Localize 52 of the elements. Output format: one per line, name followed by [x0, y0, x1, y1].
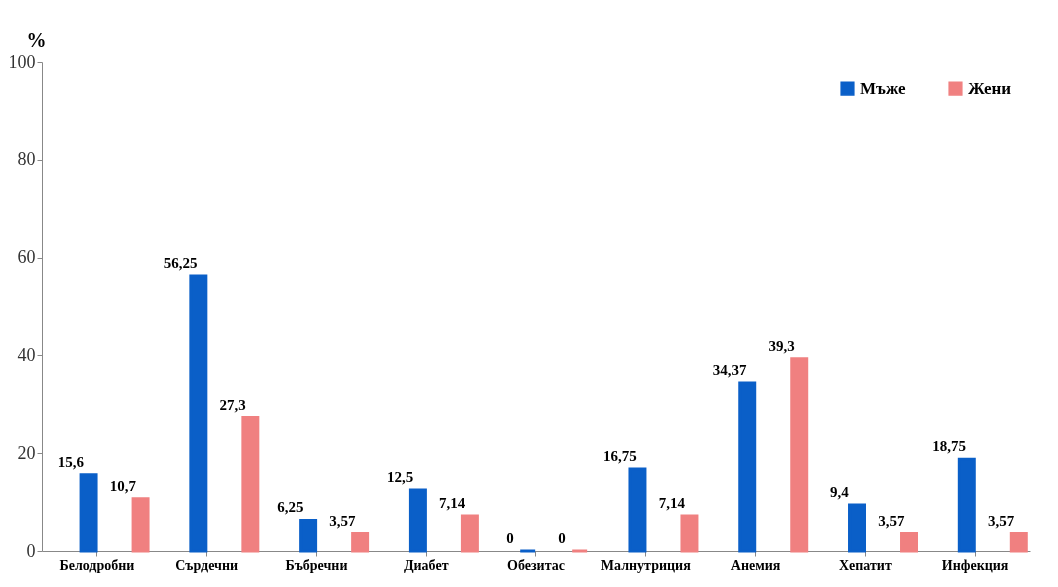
bar [79, 473, 98, 553]
data-label: 0 [558, 530, 566, 546]
bar [408, 488, 427, 553]
y-tick-label: 40 [17, 344, 36, 365]
data-label: 3,57 [329, 512, 357, 529]
data-label: 56,25 [163, 254, 198, 271]
y-tick-label: 60 [17, 247, 36, 268]
bar [241, 416, 260, 553]
bar [680, 514, 699, 553]
data-label: 9,4 [829, 484, 850, 501]
x-tick-label: Белодробни [59, 557, 135, 573]
x-tick-label: Хепатит [838, 557, 892, 573]
legend-label: Мъже [860, 78, 907, 98]
bar [848, 503, 866, 553]
x-tick-label: Инфекция [941, 557, 1009, 573]
bar [299, 518, 318, 553]
bar [790, 357, 809, 553]
data-label: 39,3 [768, 337, 795, 354]
x-tick-label: Сърдечни [175, 557, 239, 573]
data-label: 0 [506, 530, 514, 546]
bar [1009, 532, 1028, 553]
bar [628, 467, 647, 553]
bar [957, 457, 976, 553]
data-label: 16,75 [602, 448, 637, 465]
x-tick-label: Бъбречни [285, 557, 348, 573]
bar [900, 532, 918, 553]
y-tick-label: 20 [17, 442, 36, 463]
bar [460, 514, 479, 553]
y-axis-title: % [26, 28, 47, 51]
data-label: 6,25 [277, 499, 304, 516]
x-tick-label: Малнутриция [600, 557, 692, 573]
data-label: 27,3 [219, 396, 246, 413]
data-label: 34,37 [712, 361, 747, 378]
data-label: 18,75 [932, 438, 966, 455]
bar [738, 381, 757, 553]
legend-label: Жени [968, 78, 1012, 98]
data-label: 7,14 [439, 495, 466, 512]
data-label: 12,5 [387, 468, 414, 485]
y-tick-label: 80 [17, 149, 36, 170]
y-tick-label: 100 [8, 51, 36, 72]
bar [131, 497, 150, 553]
data-label: 10,7 [109, 477, 137, 494]
x-tick-label: Обезитас [507, 557, 565, 573]
data-label: 15,6 [57, 453, 85, 470]
bar [351, 532, 370, 553]
data-label: 3,57 [878, 512, 905, 529]
x-tick-label: Диабет [403, 557, 449, 573]
data-label: 7,14 [658, 495, 686, 512]
y-tick-label: 0 [26, 540, 36, 561]
data-label: 3,57 [987, 512, 1015, 529]
bar [189, 274, 208, 553]
x-tick-label: Анемия [730, 557, 781, 573]
